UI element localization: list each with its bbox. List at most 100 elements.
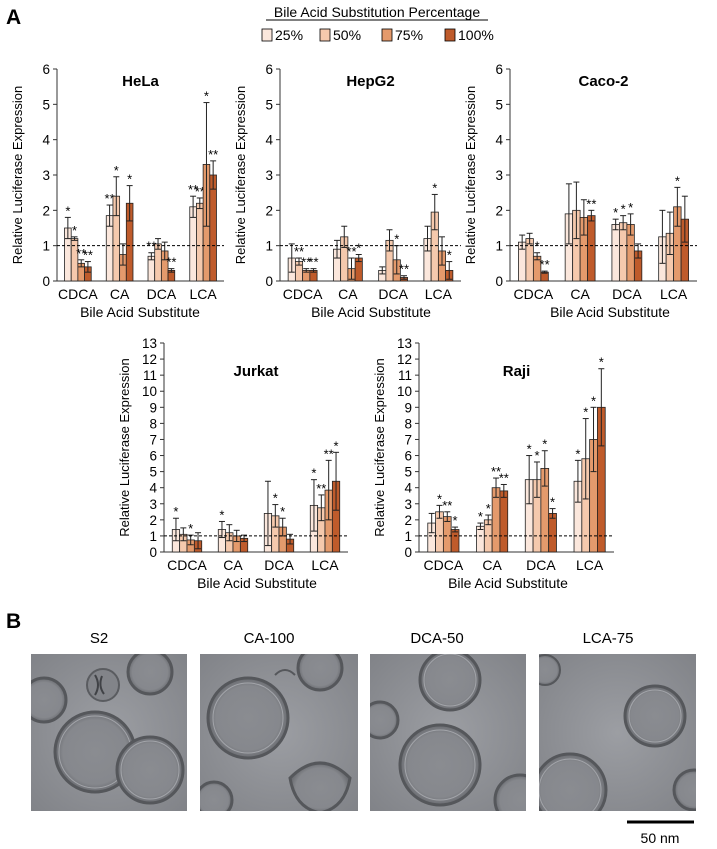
- significance-marker: **: [399, 262, 409, 277]
- y-tick-label: 5: [495, 97, 503, 112]
- bar: [196, 202, 204, 282]
- significance-marker: *: [72, 223, 77, 238]
- x-tick-label: LCA: [576, 557, 604, 573]
- significance-marker: *: [527, 442, 532, 457]
- bar: [476, 525, 485, 553]
- y-tick-label: 3: [149, 497, 157, 512]
- bar: [209, 174, 217, 282]
- x-tick-label: LCA: [311, 557, 339, 573]
- y-tick-label: 3: [265, 168, 273, 183]
- significance-marker: *: [127, 172, 132, 187]
- y-axis-label: Relative Luciferase Expression: [372, 358, 387, 536]
- y-tick-label: 2: [404, 513, 412, 528]
- y-tick-label: 6: [149, 449, 157, 464]
- x-tick-label: CA: [570, 286, 590, 302]
- significance-marker: **: [586, 196, 596, 211]
- significance-marker: *: [534, 448, 539, 463]
- significance-marker: **: [195, 184, 205, 199]
- significance-marker: **: [346, 244, 356, 259]
- significance-marker: *: [65, 203, 70, 218]
- bar: [548, 513, 557, 553]
- significance-marker: *: [280, 504, 285, 519]
- y-tick-label: 9: [404, 400, 412, 415]
- x-axis-label: Bile Acid Substitute: [80, 304, 200, 320]
- panel-a-label: A: [6, 6, 21, 29]
- legend-label-25pct: 25%: [275, 27, 303, 43]
- significance-marker: **: [301, 255, 311, 270]
- y-tick-label: 10: [397, 384, 412, 399]
- significance-marker: *: [613, 205, 618, 220]
- significance-marker: *: [675, 173, 680, 188]
- bar: [189, 206, 197, 282]
- y-tick-label: 8: [149, 416, 157, 431]
- x-tick-label: LCA: [660, 286, 688, 302]
- y-tick-label: 13: [142, 336, 157, 351]
- y-tick-label: 1: [265, 239, 273, 254]
- chart-hepg2: HepG2 0 1 2 3 4 5 6 Relative Luciferase Expressi…: [233, 62, 461, 320]
- y-tick-label: 4: [265, 133, 273, 148]
- legend-swatch-25pct: [261, 28, 273, 42]
- x-tick-label: CA: [223, 557, 243, 573]
- y-tick-label: 1: [149, 529, 157, 544]
- y-tick-label: 4: [495, 133, 503, 148]
- micrograph-ca-100: [200, 654, 358, 811]
- y-tick-label: 10: [142, 384, 157, 399]
- chart-title: Jurkat: [233, 363, 278, 380]
- x-tick-label: DCA: [264, 557, 294, 573]
- x-tick-label: CDCA: [167, 557, 207, 573]
- legend-title: Bile Acid Substitution Percentage: [274, 4, 480, 20]
- significance-marker: *: [575, 446, 580, 461]
- significance-marker: *: [453, 513, 458, 528]
- x-tick-label: CA: [338, 286, 358, 302]
- y-tick-label: 1: [42, 239, 50, 254]
- significance-marker: *: [394, 232, 399, 247]
- micrograph-s2: [31, 654, 187, 811]
- micrograph-label-s2: S2: [90, 630, 108, 647]
- x-tick-label: DCA: [526, 557, 556, 573]
- legend-items: 25% 50% 75% 100%: [261, 27, 494, 43]
- y-tick-label: 12: [397, 352, 412, 367]
- legend-swatch-75pct: [381, 28, 393, 42]
- significance-marker: **: [83, 248, 93, 263]
- x-tick-label: DCA: [612, 286, 642, 302]
- significance-marker: **: [294, 244, 304, 259]
- bar: [611, 224, 620, 282]
- y-tick-label: 4: [42, 133, 50, 148]
- significance-marker: *: [542, 437, 547, 452]
- significance-marker: **: [540, 257, 550, 272]
- y-tick-label: 0: [149, 545, 157, 560]
- y-tick-label: 6: [404, 449, 412, 464]
- significance-marker: *: [188, 521, 193, 536]
- significance-marker: **: [188, 182, 198, 197]
- significance-marker: *: [478, 509, 483, 524]
- x-tick-label: LCA: [425, 286, 453, 302]
- x-axis-label: Bile Acid Substitute: [550, 304, 670, 320]
- micrograph-label-ca-100: CA-100: [244, 630, 295, 647]
- y-tick-label: 8: [404, 416, 412, 431]
- y-tick-label: 5: [265, 97, 273, 112]
- micrograph-lca-75: [539, 654, 696, 811]
- x-tick-label: DCA: [378, 286, 408, 302]
- significance-marker: *: [432, 180, 437, 195]
- y-axis-label: Relative Luciferase Expression: [117, 358, 132, 536]
- y-axis-label: Relative Luciferase Expression: [463, 86, 478, 264]
- y-tick-label: 2: [265, 203, 273, 218]
- bar: [525, 238, 534, 282]
- significance-marker: **: [324, 446, 334, 461]
- significance-marker: *: [599, 355, 604, 370]
- significance-marker: *: [621, 202, 626, 217]
- significance-marker: *: [334, 438, 339, 453]
- significance-marker: *: [535, 239, 540, 254]
- x-tick-label: DCA: [147, 286, 177, 302]
- significance-marker: **: [105, 191, 115, 206]
- legend-label-75pct: 75%: [395, 27, 423, 43]
- x-tick-label: CA: [110, 286, 130, 302]
- y-tick-label: 11: [143, 368, 157, 383]
- significance-marker: **: [76, 246, 86, 261]
- y-tick-label: 12: [142, 352, 157, 367]
- y-axis-label: Relative Luciferase Expression: [10, 86, 25, 264]
- y-tick-label: 0: [265, 274, 273, 289]
- significance-marker: **: [146, 239, 156, 254]
